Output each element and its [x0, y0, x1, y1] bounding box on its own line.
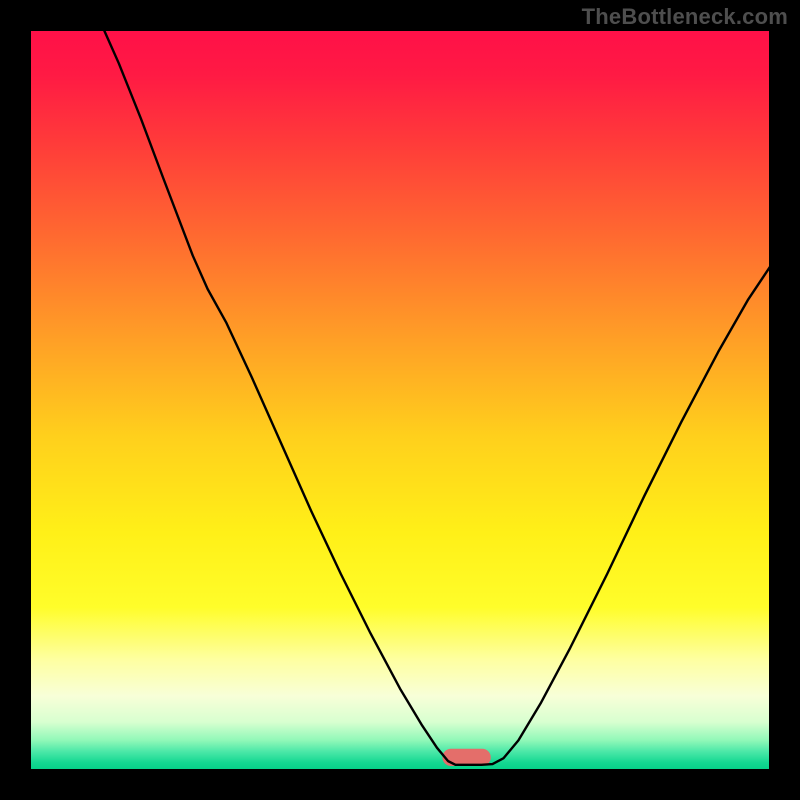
watermark-text: TheBottleneck.com — [582, 4, 788, 30]
bottleneck-chart — [0, 0, 800, 800]
plot-area — [30, 30, 770, 770]
chart-container: TheBottleneck.com — [0, 0, 800, 800]
gradient-background — [30, 30, 770, 770]
